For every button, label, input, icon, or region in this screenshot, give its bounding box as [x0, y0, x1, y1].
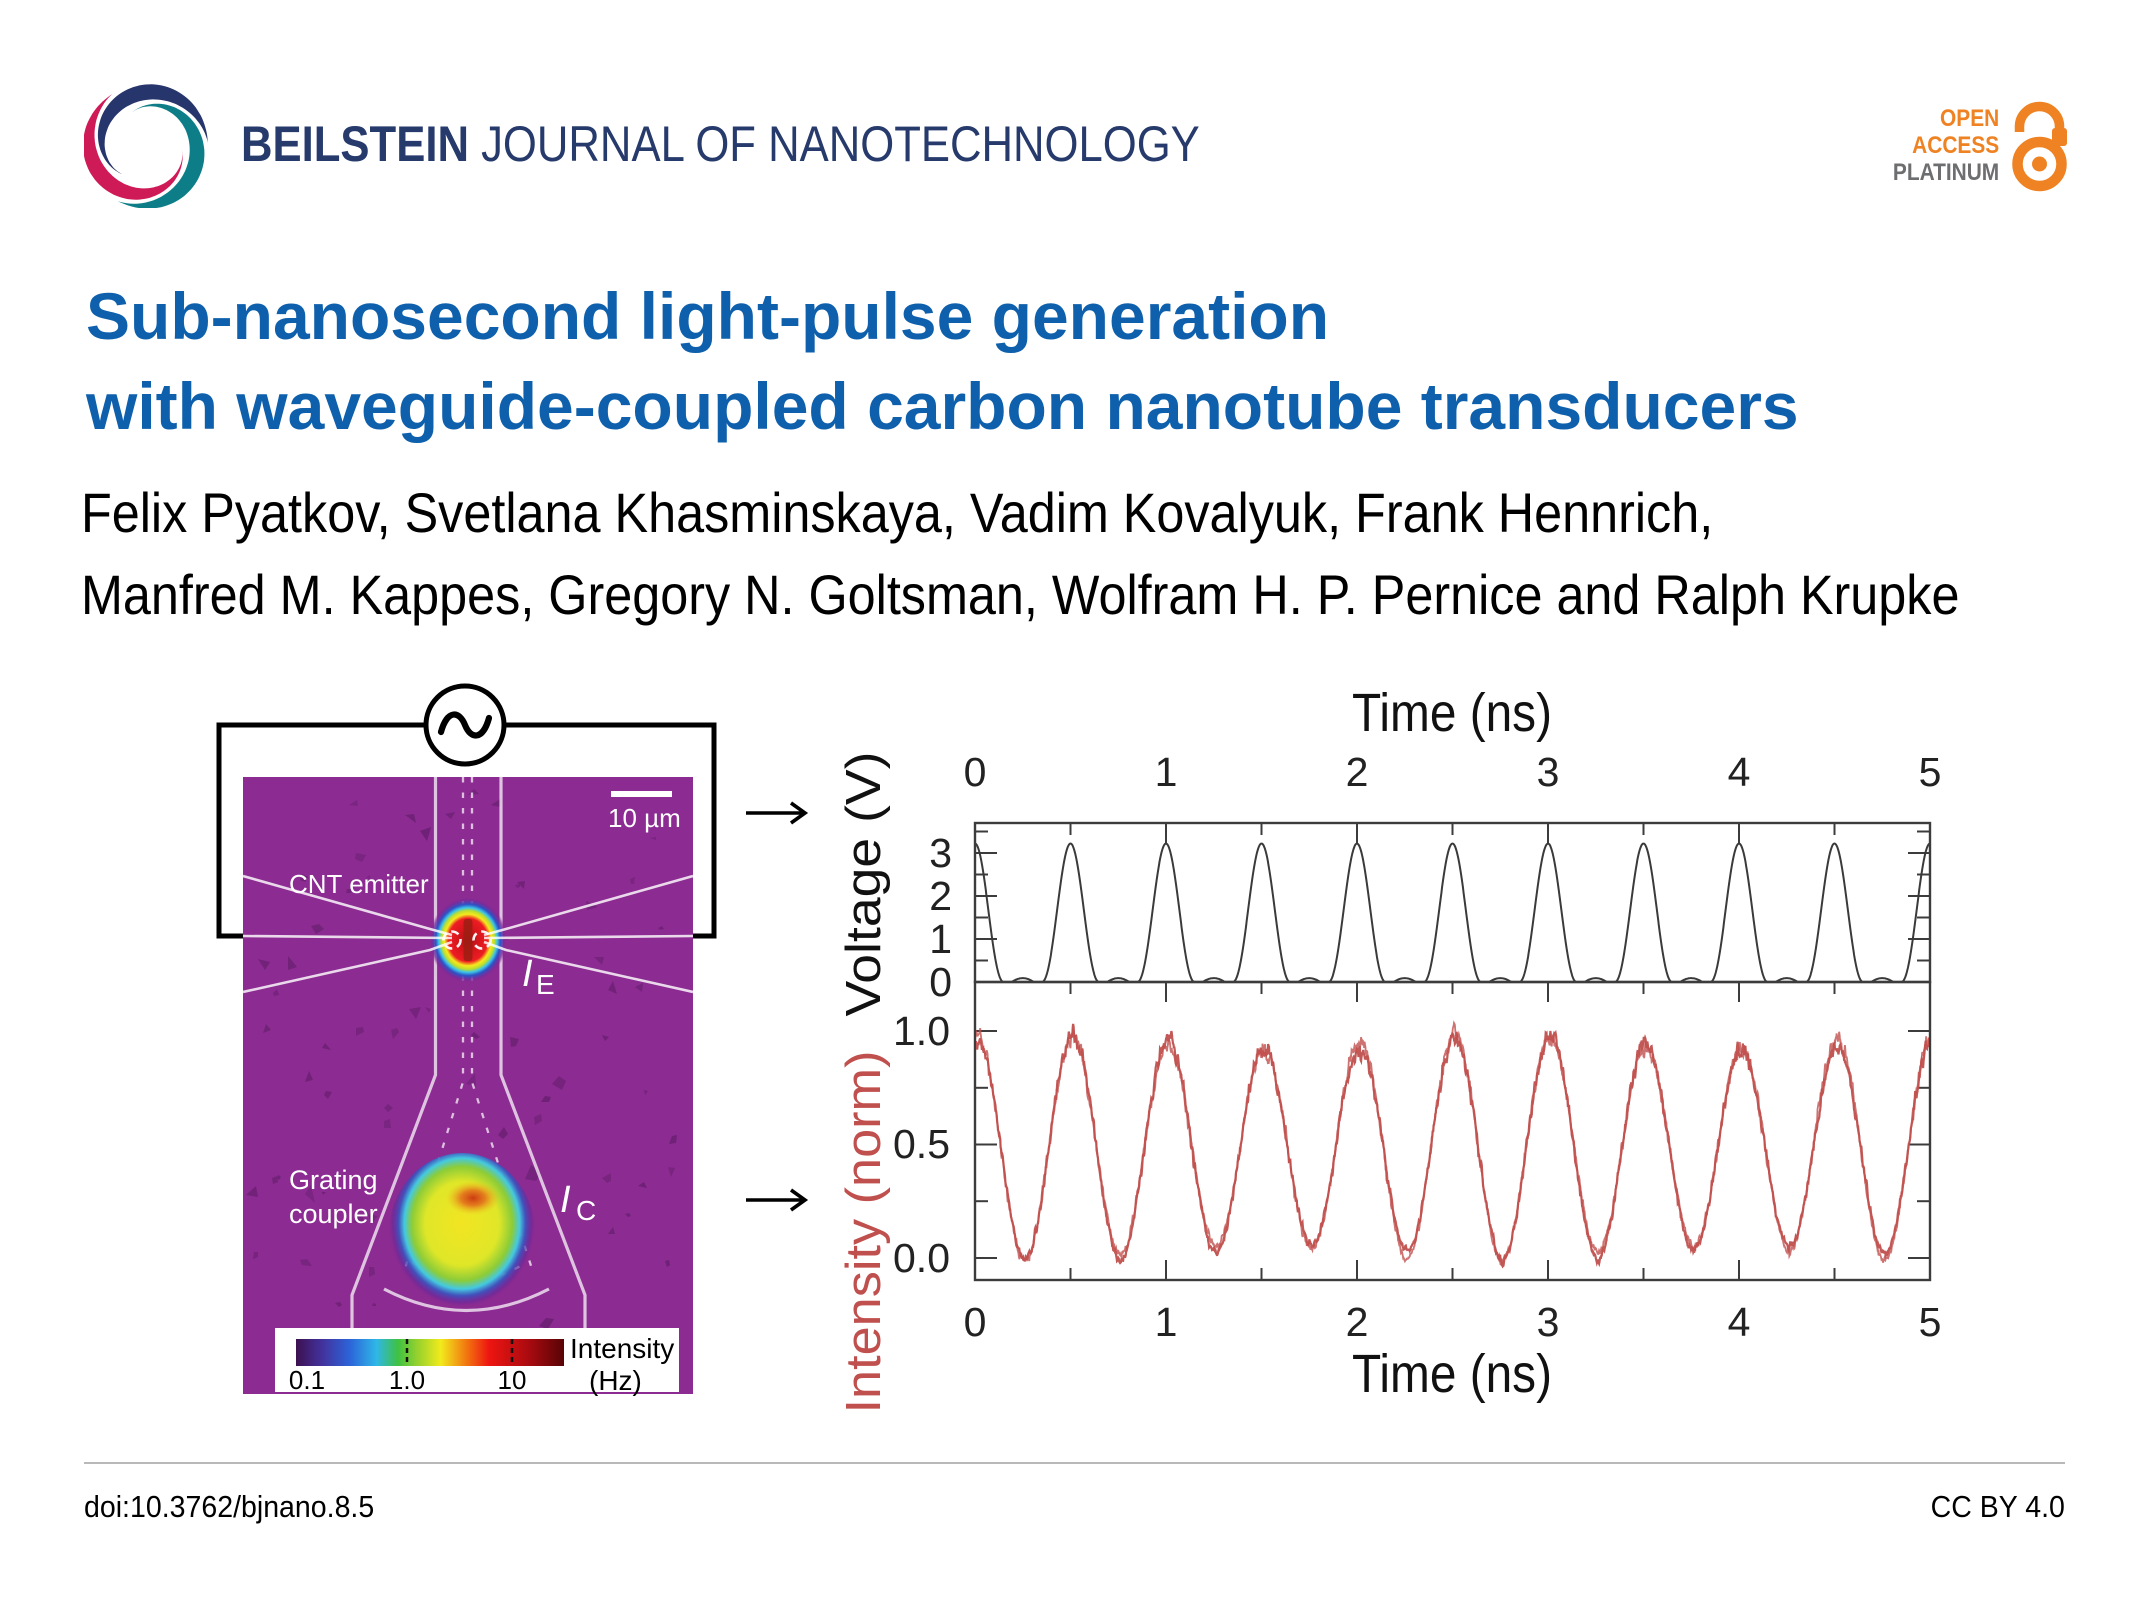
svg-text:2: 2 — [929, 873, 952, 919]
svg-text:0: 0 — [964, 1299, 987, 1345]
svg-text:2: 2 — [1346, 1299, 1369, 1345]
svg-text:Voltage (V): Voltage (V) — [837, 752, 891, 1017]
svg-text:1.0: 1.0 — [389, 1365, 425, 1395]
svg-text:(Hz): (Hz) — [589, 1365, 642, 1396]
svg-text:I: I — [560, 1179, 571, 1221]
svg-text:4: 4 — [1728, 749, 1751, 795]
svg-text:Intensity: Intensity — [570, 1333, 674, 1364]
svg-text:0: 0 — [964, 749, 987, 795]
svg-text:I: I — [522, 953, 533, 995]
svg-text:3: 3 — [929, 830, 952, 876]
svg-text:Intensity (norm): Intensity (norm) — [837, 1051, 891, 1414]
svg-text:5: 5 — [1919, 1299, 1942, 1345]
svg-text:10: 10 — [498, 1365, 527, 1395]
svg-text:E: E — [536, 969, 555, 1000]
svg-text:Time (ns): Time (ns) — [1352, 683, 1552, 743]
svg-text:0: 0 — [929, 959, 952, 1005]
svg-text:1: 1 — [1155, 1299, 1178, 1345]
svg-text:5: 5 — [1919, 749, 1942, 795]
svg-text:Time (ns): Time (ns) — [1352, 1344, 1552, 1404]
svg-text:CNT emitter: CNT emitter — [289, 869, 429, 899]
svg-text:2: 2 — [1346, 749, 1369, 795]
svg-text:0.1: 0.1 — [289, 1365, 325, 1395]
svg-text:C: C — [576, 1195, 596, 1226]
svg-text:1: 1 — [1155, 749, 1178, 795]
svg-text:0.5: 0.5 — [893, 1121, 950, 1167]
svg-text:0.0: 0.0 — [893, 1235, 950, 1281]
svg-text:3: 3 — [1537, 1299, 1560, 1345]
svg-text:4: 4 — [1728, 1299, 1751, 1345]
svg-text:3: 3 — [1537, 749, 1560, 795]
svg-text:coupler: coupler — [289, 1199, 378, 1229]
svg-text:10 µm: 10 µm — [608, 803, 681, 833]
svg-text:1: 1 — [929, 916, 952, 962]
svg-text:1.0: 1.0 — [893, 1008, 950, 1054]
svg-text:Grating: Grating — [289, 1165, 378, 1195]
